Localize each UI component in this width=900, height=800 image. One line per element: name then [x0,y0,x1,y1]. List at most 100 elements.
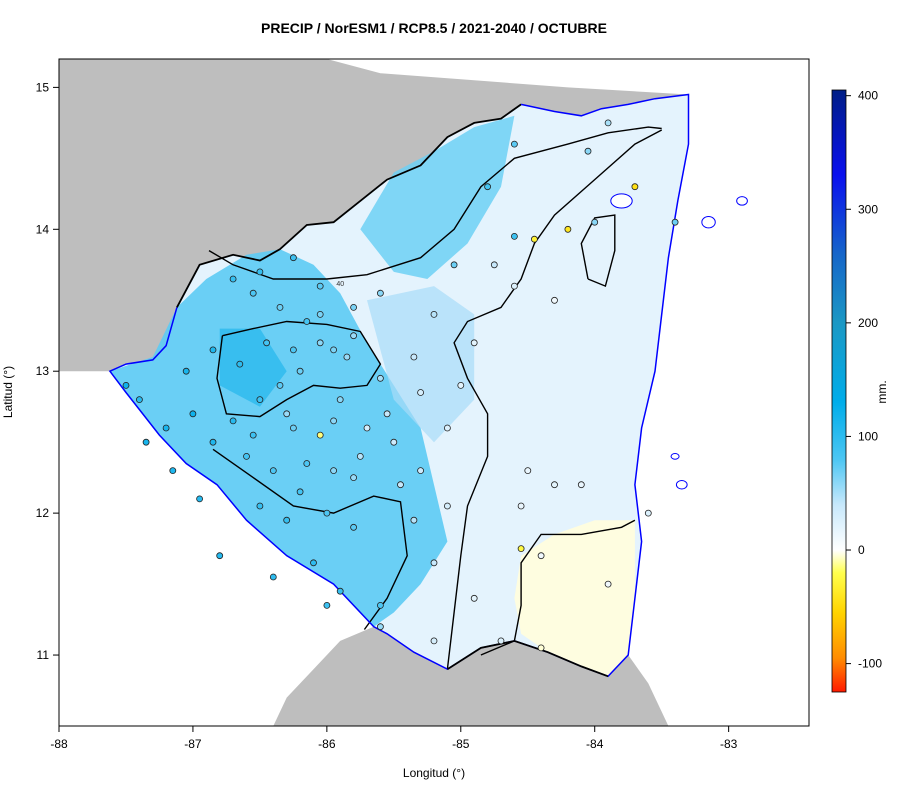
station-point [363,424,371,432]
x-tick-label: -83 [720,737,738,751]
station-point [196,495,204,503]
station-point [584,147,592,155]
station-point [551,296,558,304]
station-point [524,467,532,475]
island-2 [701,216,716,229]
island-4 [675,479,688,490]
station-point [330,346,338,354]
station-point [443,424,451,432]
station-point [644,509,652,517]
station-point [537,552,545,560]
station-point [142,438,150,446]
station-point [490,261,498,269]
station-point [256,268,264,276]
station-point [229,275,237,283]
station-point [296,367,304,375]
transition-band [367,286,475,443]
island-5 [670,453,680,460]
colorbar [831,89,847,693]
station-point [517,502,525,510]
station-point [316,282,324,290]
station-point [484,183,492,191]
x-tick-label: -87 [184,737,202,751]
station-point [410,353,418,361]
station-point [209,438,217,446]
station-point [470,339,478,347]
station-point [310,559,317,567]
station-point [383,410,391,418]
station-point [283,516,291,524]
y-tick-label: 14 [36,222,50,236]
contour-line-6 [480,519,636,656]
colorbar-tick-label: 400 [858,89,878,103]
colorbar-tick-label: 0 [858,543,865,557]
station-point [276,381,284,389]
station-point [269,467,277,475]
station-point [591,218,599,226]
contour-line-5 [580,214,616,288]
pacific-ocean [59,371,374,726]
station-point [376,289,384,297]
island-1 [610,193,633,209]
station-point [604,119,612,127]
station-point [517,545,525,552]
station-point [135,396,143,404]
plot-frame [58,58,810,727]
station-point [457,381,465,389]
station-point [470,594,478,602]
station-point [316,310,324,318]
station-point [511,140,518,148]
station-point [376,374,384,382]
station-point [350,523,358,531]
station-point [397,481,404,489]
station-point [511,232,518,240]
station-point [336,587,344,595]
station-point [511,282,518,290]
station-point [497,637,505,645]
y-tick-label: 15 [36,80,50,94]
station-point [343,353,351,361]
colorbar-tick-label: 100 [858,429,878,443]
station-point [443,502,451,510]
station-point [269,573,277,581]
colorbar-tick-label: 200 [858,316,878,330]
station-point [296,488,304,496]
station-point [531,235,538,243]
colorbar-unit-label: mm. [875,380,889,404]
country-border-north [176,103,522,308]
station-point [551,481,558,489]
station-point [564,225,572,233]
station-point [537,644,545,652]
station-point [162,424,170,432]
contour-line-3 [212,448,408,630]
x-tick-label: -84 [586,737,604,751]
x-tick-label: -88 [50,737,68,751]
station-point [417,467,425,475]
station-point [356,452,364,460]
station-point [323,509,331,517]
station-point [323,602,331,609]
station-point [289,346,297,354]
station-point [631,183,639,191]
station-point [577,481,585,489]
station-point [169,467,177,475]
station-point [283,410,291,418]
gulf-honduras [326,59,689,95]
station-point [417,389,425,396]
country-border-south [446,639,609,678]
caribbean-sea [628,59,809,726]
y-tick-label: 11 [37,648,50,662]
station-point [303,460,311,467]
station-point [316,431,324,439]
wet-region-west [109,249,448,627]
station-point [410,516,418,524]
station-point [330,467,338,475]
station-point [350,332,358,340]
x-tick-label: -86 [318,737,336,751]
colorbar-tick-label: -100 [858,657,882,671]
station-point [289,424,297,432]
wet-region-north [360,115,515,279]
station-point [350,303,358,311]
chart-title: PRECIP / NorESM1 / RCP8.5 / 2021-2040 / … [261,20,607,36]
station-point [330,417,338,425]
